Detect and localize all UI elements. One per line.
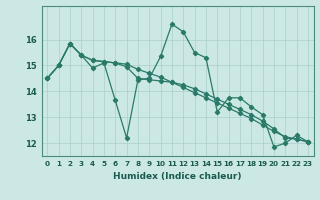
X-axis label: Humidex (Indice chaleur): Humidex (Indice chaleur) (113, 172, 242, 181)
